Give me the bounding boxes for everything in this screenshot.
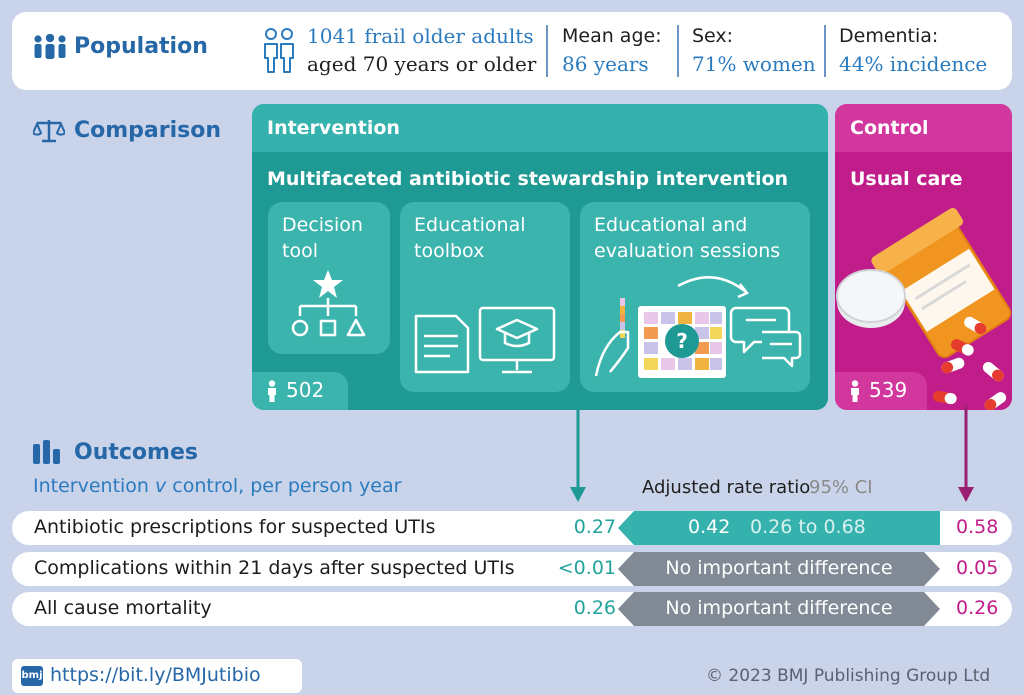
outcome-row: Antibiotic prescriptions for suspected U… — [12, 511, 1012, 545]
rate-ratio-ci: 0.26 to 0.68 — [750, 516, 866, 538]
intervention-title: Intervention — [267, 117, 400, 139]
intervention-rate: 0.26 — [573, 597, 616, 619]
intervention-rate: <0.01 — [557, 557, 616, 579]
population-title: Population — [74, 34, 208, 59]
card-label: Educational — [414, 214, 526, 236]
card-label: Educational and — [594, 214, 748, 236]
rate-ratio-value: 0.42 — [688, 516, 731, 538]
card-label: evaluation sessions — [594, 240, 781, 262]
evaluation-session-icon: ? — [594, 276, 802, 378]
footer-link-box[interactable]: bmj https://bit.ly/BMJutibio — [12, 659, 302, 693]
people-group-icon — [34, 34, 66, 59]
pill-bottle-icon — [836, 208, 1012, 410]
outcome-label: Complications within 21 days after suspe… — [34, 557, 515, 579]
divider — [677, 25, 679, 77]
bar-chart-icon — [33, 440, 60, 464]
intervention-count-tab: 502 — [252, 372, 348, 410]
control-rate: 0.05 — [956, 557, 999, 579]
control-subtitle: Usual care — [850, 168, 963, 190]
card-label: toolbox — [414, 240, 485, 262]
participants-count: 1041 frail older adults — [307, 24, 534, 48]
outcome-label: Antibiotic prescriptions for suspected U… — [34, 516, 436, 538]
control-count: 539 — [869, 378, 908, 402]
result-banner — [618, 592, 940, 626]
outcome-label: All cause mortality — [34, 597, 212, 619]
decision-tree-icon — [291, 270, 366, 337]
population-bar: Population 1041 frail older adults aged … — [12, 12, 1012, 90]
educational-sessions-card: Educational and evaluation sessions ? — [580, 202, 810, 392]
person-icon — [268, 380, 276, 402]
intervention-rate: 0.27 — [573, 516, 616, 538]
mean-age-value: 86 years — [562, 52, 649, 76]
control-count-tab: 539 — [835, 372, 927, 410]
person-icon — [851, 380, 859, 402]
intervention-count: 502 — [286, 378, 325, 402]
balance-scale-icon — [33, 120, 65, 143]
result-banner — [618, 552, 940, 586]
two-people-outline-icon — [264, 28, 294, 73]
sex-label: Sex: — [692, 25, 734, 47]
result-text: No important difference — [665, 557, 893, 579]
outcome-row: Complications within 21 days after suspe… — [12, 552, 1012, 586]
footer-link[interactable]: https://bit.ly/BMJutibio — [50, 664, 261, 686]
mean-age-label: Mean age: — [562, 25, 662, 47]
result-text: No important difference — [665, 597, 893, 619]
divider — [546, 25, 548, 77]
document-and-monitor-icon — [414, 306, 556, 374]
intervention-header — [252, 104, 828, 152]
control-header — [835, 104, 1012, 152]
control-rate: 0.26 — [956, 597, 999, 619]
outcome-row: All cause mortality 0.26 No important di… — [12, 592, 1012, 626]
sex-value: 71% women — [692, 52, 816, 76]
copyright: © 2023 BMJ Publishing Group Ltd — [706, 666, 991, 686]
outcomes-subtitle: Intervention v control, per person year — [33, 475, 402, 497]
dementia-value: 44% incidence — [839, 52, 988, 76]
comparison-title: Comparison — [74, 118, 222, 143]
decision-tool-card: Decision tool — [268, 202, 390, 354]
participants-age: aged 70 years or older — [307, 52, 537, 76]
ratio-header: Adjusted rate ratio — [642, 477, 811, 498]
educational-toolbox-card: Educational toolbox — [400, 202, 570, 392]
rate-ratio-banner — [618, 511, 940, 545]
intervention-subtitle: Multifaceted antibiotic stewardship inte… — [267, 168, 789, 190]
connector-arrows — [570, 405, 974, 502]
control-rate: 0.58 — [956, 516, 999, 538]
svg-text:?: ? — [676, 329, 688, 353]
bmj-logo: bmj — [21, 666, 43, 686]
control-panel: Control Usual care 539 — [835, 104, 1012, 410]
card-label: Decision — [282, 214, 363, 236]
card-label: tool — [282, 240, 318, 262]
outcomes-title: Outcomes — [74, 440, 198, 465]
divider — [824, 25, 826, 77]
ci-header: 95% CI — [809, 477, 873, 498]
intervention-panel: Intervention Multifaceted antibiotic ste… — [252, 104, 828, 410]
dementia-label: Dementia: — [839, 25, 939, 47]
control-title: Control — [850, 117, 929, 139]
